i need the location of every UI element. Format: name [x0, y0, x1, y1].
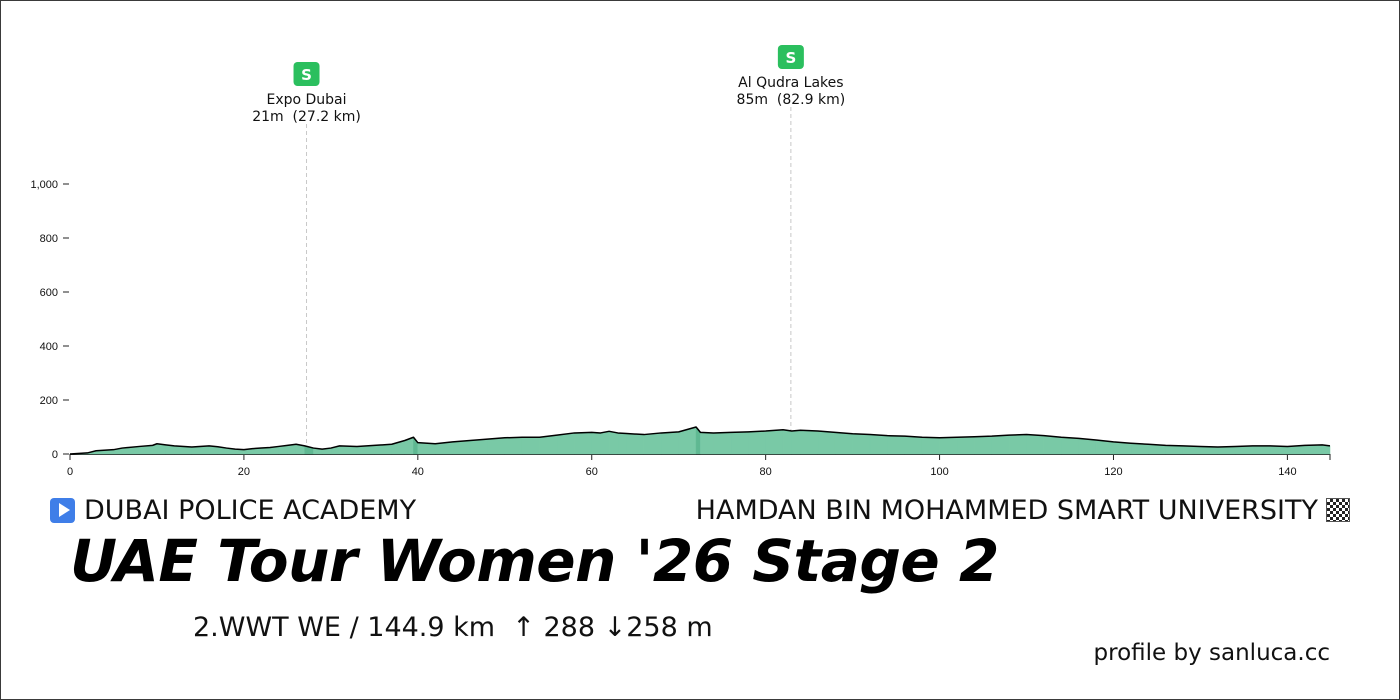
elevation-segment [921, 437, 940, 455]
sprint-detail: 85m (82.9 km) [737, 92, 846, 108]
stage-category: 2.WWT WE [193, 612, 341, 643]
elevation-segment [800, 429, 819, 455]
y-tick-label: 600 [40, 287, 58, 299]
elevation-segment [452, 440, 471, 455]
elevation-segment [817, 430, 836, 455]
elevation-segment [1078, 438, 1097, 455]
elevation-line [69, 426, 1331, 455]
elevation-segment [956, 436, 975, 455]
elevation-segment [904, 435, 923, 455]
elevation-segment [469, 438, 488, 455]
elevation-segment [939, 437, 958, 455]
finish-location-name: HAMDAN BIN MOHAMMED SMART UNIVERSITY [695, 494, 1318, 526]
descent-arrow-icon: ↓ [603, 612, 627, 643]
sprint-name: Al Qudra Lakes [738, 75, 843, 91]
elevation-segment [1304, 444, 1323, 455]
elevation-segment [1269, 445, 1288, 455]
start-location-name: DUBAI POLICE ACADEMY [84, 494, 417, 526]
ascent-arrow-icon: ↑ [512, 612, 535, 643]
elevation-segment [1182, 445, 1201, 455]
stage-distance: 144.9 km [367, 612, 496, 643]
sprint-badge-letter: S [301, 66, 312, 84]
elevation-segment [539, 434, 558, 455]
sprint-name: Expo Dubai [266, 92, 346, 108]
elevation-segment [1165, 445, 1184, 455]
elevation-segment [487, 437, 506, 455]
elevation-segment [765, 429, 784, 455]
elevation-segment [556, 432, 575, 455]
x-tick-label: 100 [930, 466, 948, 478]
elevation-segment [339, 445, 358, 455]
x-tick-label: 40 [412, 466, 424, 478]
y-tick-label: 1,000 [30, 179, 58, 191]
elevation-segment [504, 437, 523, 455]
start-location: DUBAI POLICE ACADEMY [50, 493, 416, 527]
elevation-segment [1043, 435, 1062, 455]
elevation-segment [600, 431, 610, 455]
stage-ascent: 288 [543, 612, 596, 643]
x-axis: 0 20 40 60 80 100 120 140 [67, 454, 1331, 478]
summary-separator: / [341, 612, 368, 643]
elevation-segment [1008, 434, 1027, 455]
elevation-segment [887, 435, 906, 455]
x-tick-label: 60 [586, 466, 598, 478]
sprint-badge-icon [293, 62, 320, 86]
y-tick-label: 0 [52, 449, 58, 461]
elevation-segment [661, 431, 679, 455]
stage-title: UAE Tour Women '26 Stage 2 [70, 527, 999, 595]
profile-credit: profile by sanluca.cc [1093, 640, 1330, 666]
elevation-segment [626, 433, 645, 455]
elevation-segment [700, 432, 714, 455]
elevation-segment [782, 429, 792, 455]
elevation-segment [1026, 434, 1045, 455]
x-tick-label: 140 [1278, 466, 1296, 478]
elevation-segment [852, 433, 871, 455]
y-tick-label: 800 [40, 233, 58, 245]
y-tick-label: 200 [40, 395, 58, 407]
elevation-segment [974, 435, 992, 455]
elevation-segment [643, 432, 662, 455]
elevation-segment [417, 442, 436, 455]
sprint-badge-icon [777, 45, 804, 69]
elevation-segment [1234, 445, 1253, 455]
elevation-segment [730, 431, 749, 455]
elevation-segment [574, 432, 592, 455]
elevation-segment [608, 431, 619, 455]
checkered-flag-icon [1326, 498, 1350, 522]
elevation-segment [748, 430, 766, 455]
elevation-segment [713, 432, 732, 455]
elevation-segment [591, 432, 601, 455]
y-tick-label: 400 [40, 341, 58, 353]
elevation-segment [869, 434, 888, 455]
elevation-segment [1061, 436, 1079, 455]
play-icon [50, 497, 75, 523]
sprint-detail: 21m (27.2 km) [252, 109, 361, 125]
elevation-area [69, 426, 1331, 455]
x-tick-label: 120 [1104, 466, 1122, 478]
elevation-segment [791, 429, 801, 455]
finish-location: HAMDAN BIN MOHAMMED SMART UNIVERSITY [696, 493, 1350, 527]
sprint-badge-letter: S [785, 49, 796, 67]
x-tick-label: 0 [67, 466, 73, 478]
elevation-segment [991, 434, 1010, 455]
elevation-segment [617, 432, 627, 455]
stage-descent: 258 m [626, 612, 713, 643]
y-axis: 0 200 400 600 800 1,000 [30, 179, 69, 461]
stage-summary: 2.WWT WE / 144.9 km ↑ 288 ↓258 m [193, 612, 713, 643]
elevation-segment [521, 437, 540, 455]
x-tick-label: 20 [238, 466, 250, 478]
x-tick-label: 80 [760, 466, 772, 478]
elevation-segment [1252, 445, 1271, 455]
elevation-segment [834, 432, 853, 455]
